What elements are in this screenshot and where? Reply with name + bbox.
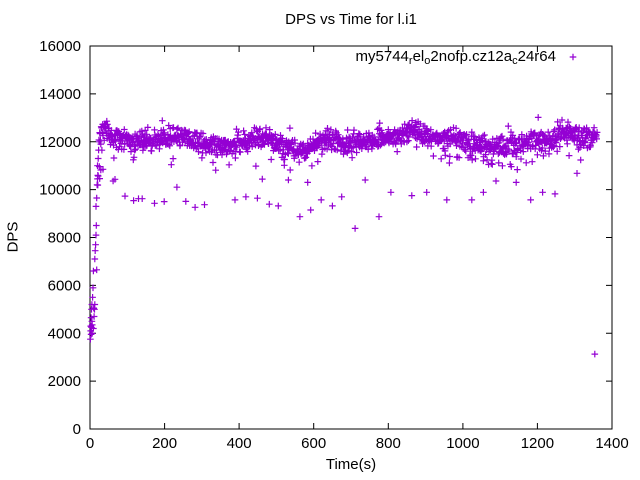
series-points: [87, 114, 601, 358]
legend-label-subscript: r: [408, 54, 413, 67]
legend: my5744relo2nofp.cz12ac24r64: [356, 48, 580, 67]
legend-series-label: my5744relo2nofp.cz12ac24r64: [356, 48, 556, 67]
legend-label-subscript: c: [512, 54, 518, 67]
y-tick-label: 12000: [39, 134, 81, 151]
x-tick-label: 1000: [446, 435, 479, 452]
legend-label-segment: 24r64: [517, 47, 556, 65]
y-tick-label: 10000: [39, 182, 81, 199]
x-tick-label: 0: [86, 435, 94, 452]
legend-label-segment: my5744: [355, 47, 409, 65]
legend-label-segment: 2nofp.cz12a: [430, 47, 513, 65]
x-tick-label: 800: [376, 435, 401, 452]
y-tick-label: 2000: [48, 373, 81, 390]
x-tick-label: 600: [301, 435, 326, 452]
y-tick-label: 8000: [48, 230, 81, 247]
y-axis-label: DPS: [4, 221, 22, 253]
y-tick-label: 0: [73, 421, 81, 438]
axis-ticks: [89, 45, 613, 430]
plus-marker-glyph: [569, 53, 577, 61]
legend-label-subscript: o: [424, 54, 431, 67]
x-tick-label: 1400: [595, 435, 628, 452]
y-tick-label: 4000: [48, 325, 81, 342]
legend-label-segment: el: [412, 47, 425, 65]
x-tick-label: 400: [227, 435, 252, 452]
legend-plus-marker-icon: [569, 53, 577, 61]
y-tick-label: 14000: [39, 86, 81, 103]
plot-border: [89, 45, 613, 430]
x-axis-label: Time(s): [325, 456, 377, 473]
chart-title: DPS vs Time for l.i1: [285, 11, 417, 28]
x-tick-label: 1200: [521, 435, 554, 452]
y-tick-label: 6000: [48, 277, 81, 294]
y-tick-label: 16000: [39, 38, 81, 55]
x-tick-label: 200: [152, 435, 177, 452]
